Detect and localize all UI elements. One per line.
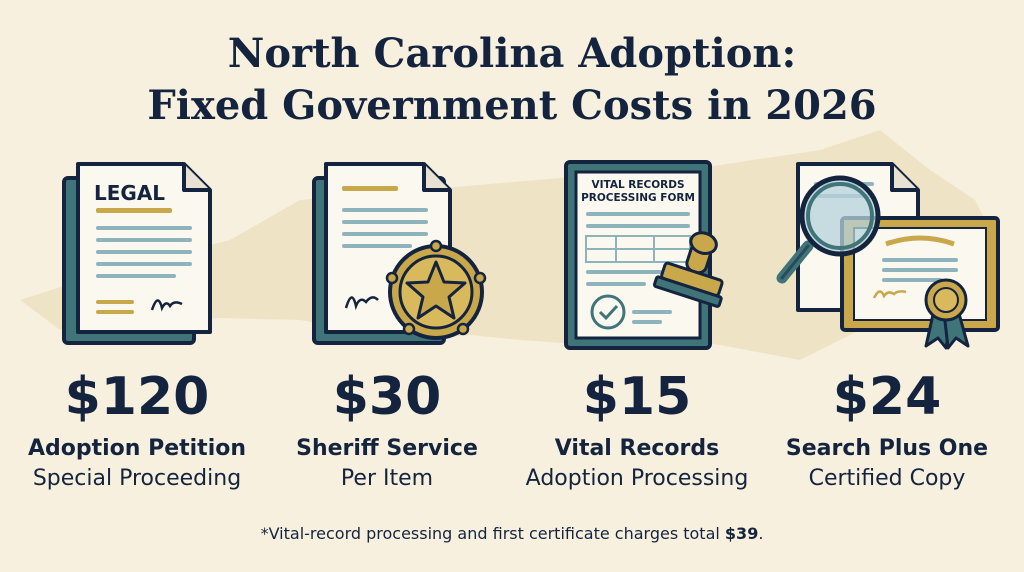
magnifier-certificate-icon [776, 162, 1000, 350]
cost-amount: $24 [832, 367, 942, 427]
cost-card-adoption-petition: LEGAL $120 Adoption Petition Special Pro… [12, 160, 262, 500]
award-ribbon-icon [924, 278, 970, 350]
cost-sublabel: Certified Copy [808, 466, 966, 491]
magnifying-glass-icon [776, 175, 881, 284]
cost-label: Sheriff Service [296, 436, 478, 461]
cost-label: Vital Records [554, 436, 720, 461]
vital-form-title-2: PROCESSING FORM [581, 192, 695, 204]
cost-amount: $15 [582, 367, 692, 427]
vital-records-form-stamp-icon: VITAL RECORDS PROCESSING FORM [564, 160, 724, 350]
footnote-total: $39 [724, 524, 759, 543]
sheriff-star-badge [385, 239, 487, 340]
cost-sublabel: Special Proceeding [32, 466, 242, 491]
cost-card-search-plus-one: $24 Search Plus One Certified Copy [762, 160, 1012, 500]
vital-form-title-1: VITAL RECORDS [591, 179, 684, 191]
legal-document-icon: LEGAL [62, 162, 212, 345]
footnote-text: *Vital-record processing and first certi… [260, 524, 725, 543]
page-title: North Carolina Adoption: Fixed Governmen… [0, 28, 1024, 132]
cost-sublabel: Adoption Processing [525, 466, 749, 491]
cost-sublabel: Per Item [340, 466, 434, 491]
footnote-end: . [758, 524, 764, 543]
cost-card-vital-records: VITAL RECORDS PROCESSING FORM $15 Vital … [512, 160, 762, 500]
sheriff-badge-document-icon [312, 162, 487, 345]
footnote: *Vital-record processing and first certi… [0, 522, 1024, 546]
title-line-1: North Carolina Adoption: [227, 30, 797, 77]
cost-amount: $30 [332, 367, 442, 427]
cost-amount: $120 [64, 367, 210, 427]
cost-label: Search Plus One [785, 436, 989, 461]
rubber-stamp [652, 231, 724, 308]
cost-card-sheriff-service: $30 Sheriff Service Per Item [262, 160, 512, 500]
cost-label: Adoption Petition [27, 436, 247, 461]
legal-icon-text: LEGAL [94, 181, 165, 205]
title-line-2: Fixed Government Costs in 2026 [147, 82, 877, 129]
